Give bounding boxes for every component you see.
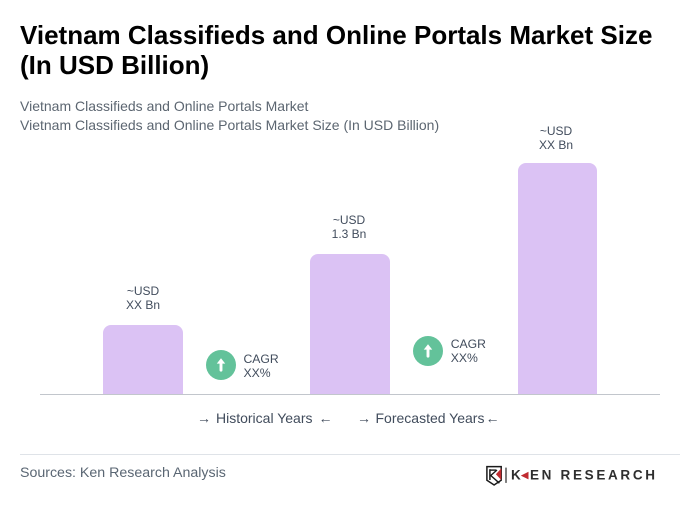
svg-text:K: K: [511, 467, 521, 482]
svg-text:EN RESEARCH: EN RESEARCH: [530, 467, 655, 482]
